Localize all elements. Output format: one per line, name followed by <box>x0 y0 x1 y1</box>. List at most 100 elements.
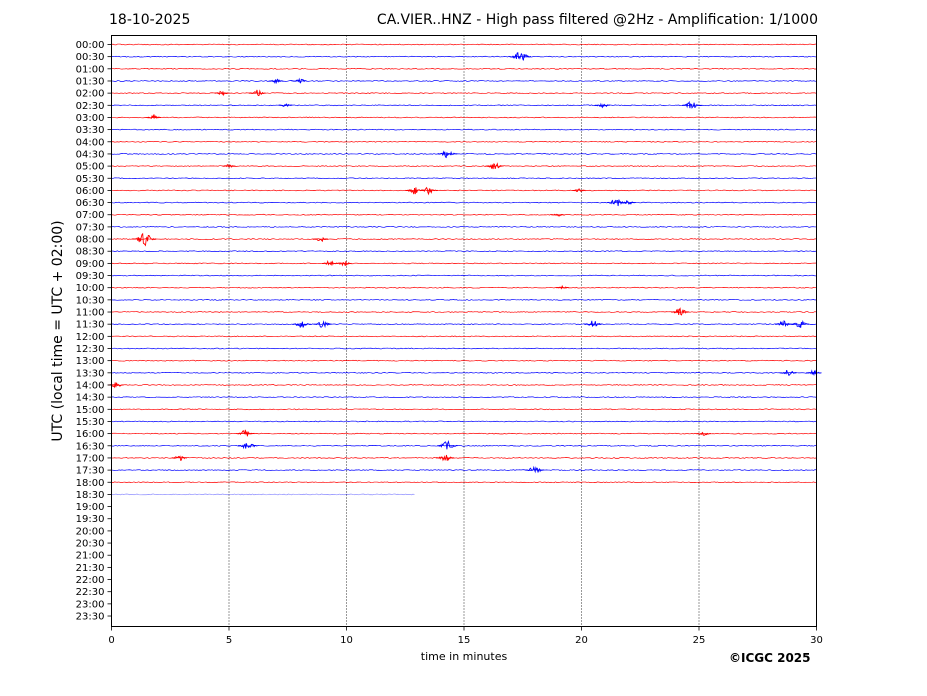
trace-02:30 <box>111 104 817 107</box>
trace-09:00 <box>111 262 817 265</box>
event-mark <box>237 443 258 450</box>
x-tick-label: 15 <box>458 635 471 646</box>
x-tick-label: 10 <box>340 635 353 646</box>
y-tick-label: 22:00 <box>76 575 105 586</box>
y-tick-label: 18:00 <box>76 478 105 489</box>
x-axis-ticks: 0 5 10 15 20 25 30 <box>108 626 823 646</box>
trace-05:30 <box>111 177 817 180</box>
x-axis-label: time in minutes <box>421 650 508 663</box>
y-tick-label: 09:00 <box>76 259 105 270</box>
trace-17:00 <box>111 457 817 459</box>
trace-05:00 <box>111 165 817 167</box>
event-mark <box>774 320 792 328</box>
y-tick-label: 04:00 <box>76 137 105 148</box>
y-tick-label: 12:00 <box>76 332 105 343</box>
event-mark <box>322 260 338 266</box>
y-tick-label: 11:00 <box>76 308 105 319</box>
y-tick-label: 08:00 <box>76 235 105 246</box>
y-tick-label: 02:30 <box>76 101 105 112</box>
x-tick-label: 30 <box>810 635 823 646</box>
event-mark <box>806 369 822 377</box>
chart-title: CA.VIER..HNZ - High pass filtered @2Hz -… <box>376 12 818 28</box>
event-mark <box>214 90 230 97</box>
event-mark <box>621 200 636 205</box>
y-tick-label: 21:00 <box>76 551 105 562</box>
y-tick-label: 05:30 <box>76 174 105 185</box>
y-tick-label: 07:30 <box>76 222 105 233</box>
y-tick-label: 08:30 <box>76 247 105 258</box>
event-mark <box>779 369 797 376</box>
event-mark <box>132 232 157 247</box>
trace-18:00 <box>111 481 817 484</box>
y-tick-label: 18:30 <box>76 490 105 501</box>
trace-04:30 <box>111 153 817 155</box>
plot-frame <box>111 35 817 627</box>
event-mark <box>670 307 690 316</box>
y-tick-label: 23:00 <box>76 599 105 610</box>
event-mark <box>236 429 255 437</box>
trace-18:30 <box>111 493 415 496</box>
y-tick-label: 03:30 <box>76 125 105 136</box>
y-tick-label: 07:00 <box>76 210 105 221</box>
trace-17:30 <box>111 469 817 471</box>
event-mark <box>248 89 266 97</box>
trace-03:30 <box>111 128 817 131</box>
trace-00:00 <box>111 43 817 46</box>
trace-14:00 <box>111 384 817 386</box>
event-mark <box>336 261 352 267</box>
y-tick-label: 14:30 <box>76 393 105 404</box>
y-tick-label: 03:00 <box>76 113 105 124</box>
y-tick-label: 00:00 <box>76 40 105 51</box>
y-tick-label: 05:00 <box>76 162 105 173</box>
trace-00:30 <box>111 55 817 58</box>
y-tick-label: 20:30 <box>76 539 105 550</box>
trace-09:30 <box>111 274 817 277</box>
trace-12:30 <box>111 347 817 350</box>
y-tick-label: 19:30 <box>76 514 105 525</box>
y-tick-label: 17:30 <box>76 466 105 477</box>
y-tick-label: 21:30 <box>76 563 105 574</box>
event-mark <box>222 163 236 168</box>
trace-07:30 <box>111 226 817 228</box>
trace-13:30 <box>111 371 817 374</box>
vertical-grid <box>228 35 700 627</box>
trace-13:00 <box>111 359 817 362</box>
trace-03:00 <box>111 116 817 119</box>
event-mark <box>312 236 329 243</box>
x-tick-label: 5 <box>226 635 232 646</box>
trace-10:00 <box>111 286 817 289</box>
y-tick-label: 12:30 <box>76 344 105 355</box>
y-tick-label: 06:30 <box>76 198 105 209</box>
trace-12:00 <box>111 335 817 338</box>
trace-10:30 <box>111 299 817 301</box>
event-mark <box>146 113 162 119</box>
event-mark <box>291 77 307 84</box>
trace-01:30 <box>111 80 817 82</box>
x-tick-label: 0 <box>108 635 114 646</box>
event-mark <box>435 454 455 462</box>
event-mark <box>171 455 188 462</box>
event-mark <box>268 78 284 85</box>
y-tick-label: 16:00 <box>76 429 105 440</box>
trace-06:30 <box>111 201 817 204</box>
y-tick-label: 09:30 <box>76 271 105 282</box>
y-tick-label: 13:30 <box>76 368 105 379</box>
y-tick-label: 10:30 <box>76 295 105 306</box>
trace-01:00 <box>111 67 817 70</box>
trace-15:00 <box>111 408 817 411</box>
y-tick-label: 11:30 <box>76 320 105 331</box>
event-mark <box>551 213 565 217</box>
y-tick-label: 13:00 <box>76 356 105 367</box>
y-tick-label: 19:00 <box>76 502 105 513</box>
event-mark <box>419 186 438 196</box>
y-tick-label: 14:00 <box>76 380 105 391</box>
x-tick-label: 20 <box>575 635 588 646</box>
event-mark <box>509 51 532 61</box>
trace-15:30 <box>111 420 817 423</box>
trace-14:30 <box>111 396 817 398</box>
y-tick-label: 00:30 <box>76 52 105 63</box>
event-mark <box>572 188 586 193</box>
trace-08:30 <box>111 250 817 253</box>
y-tick-label: 01:30 <box>76 76 105 87</box>
